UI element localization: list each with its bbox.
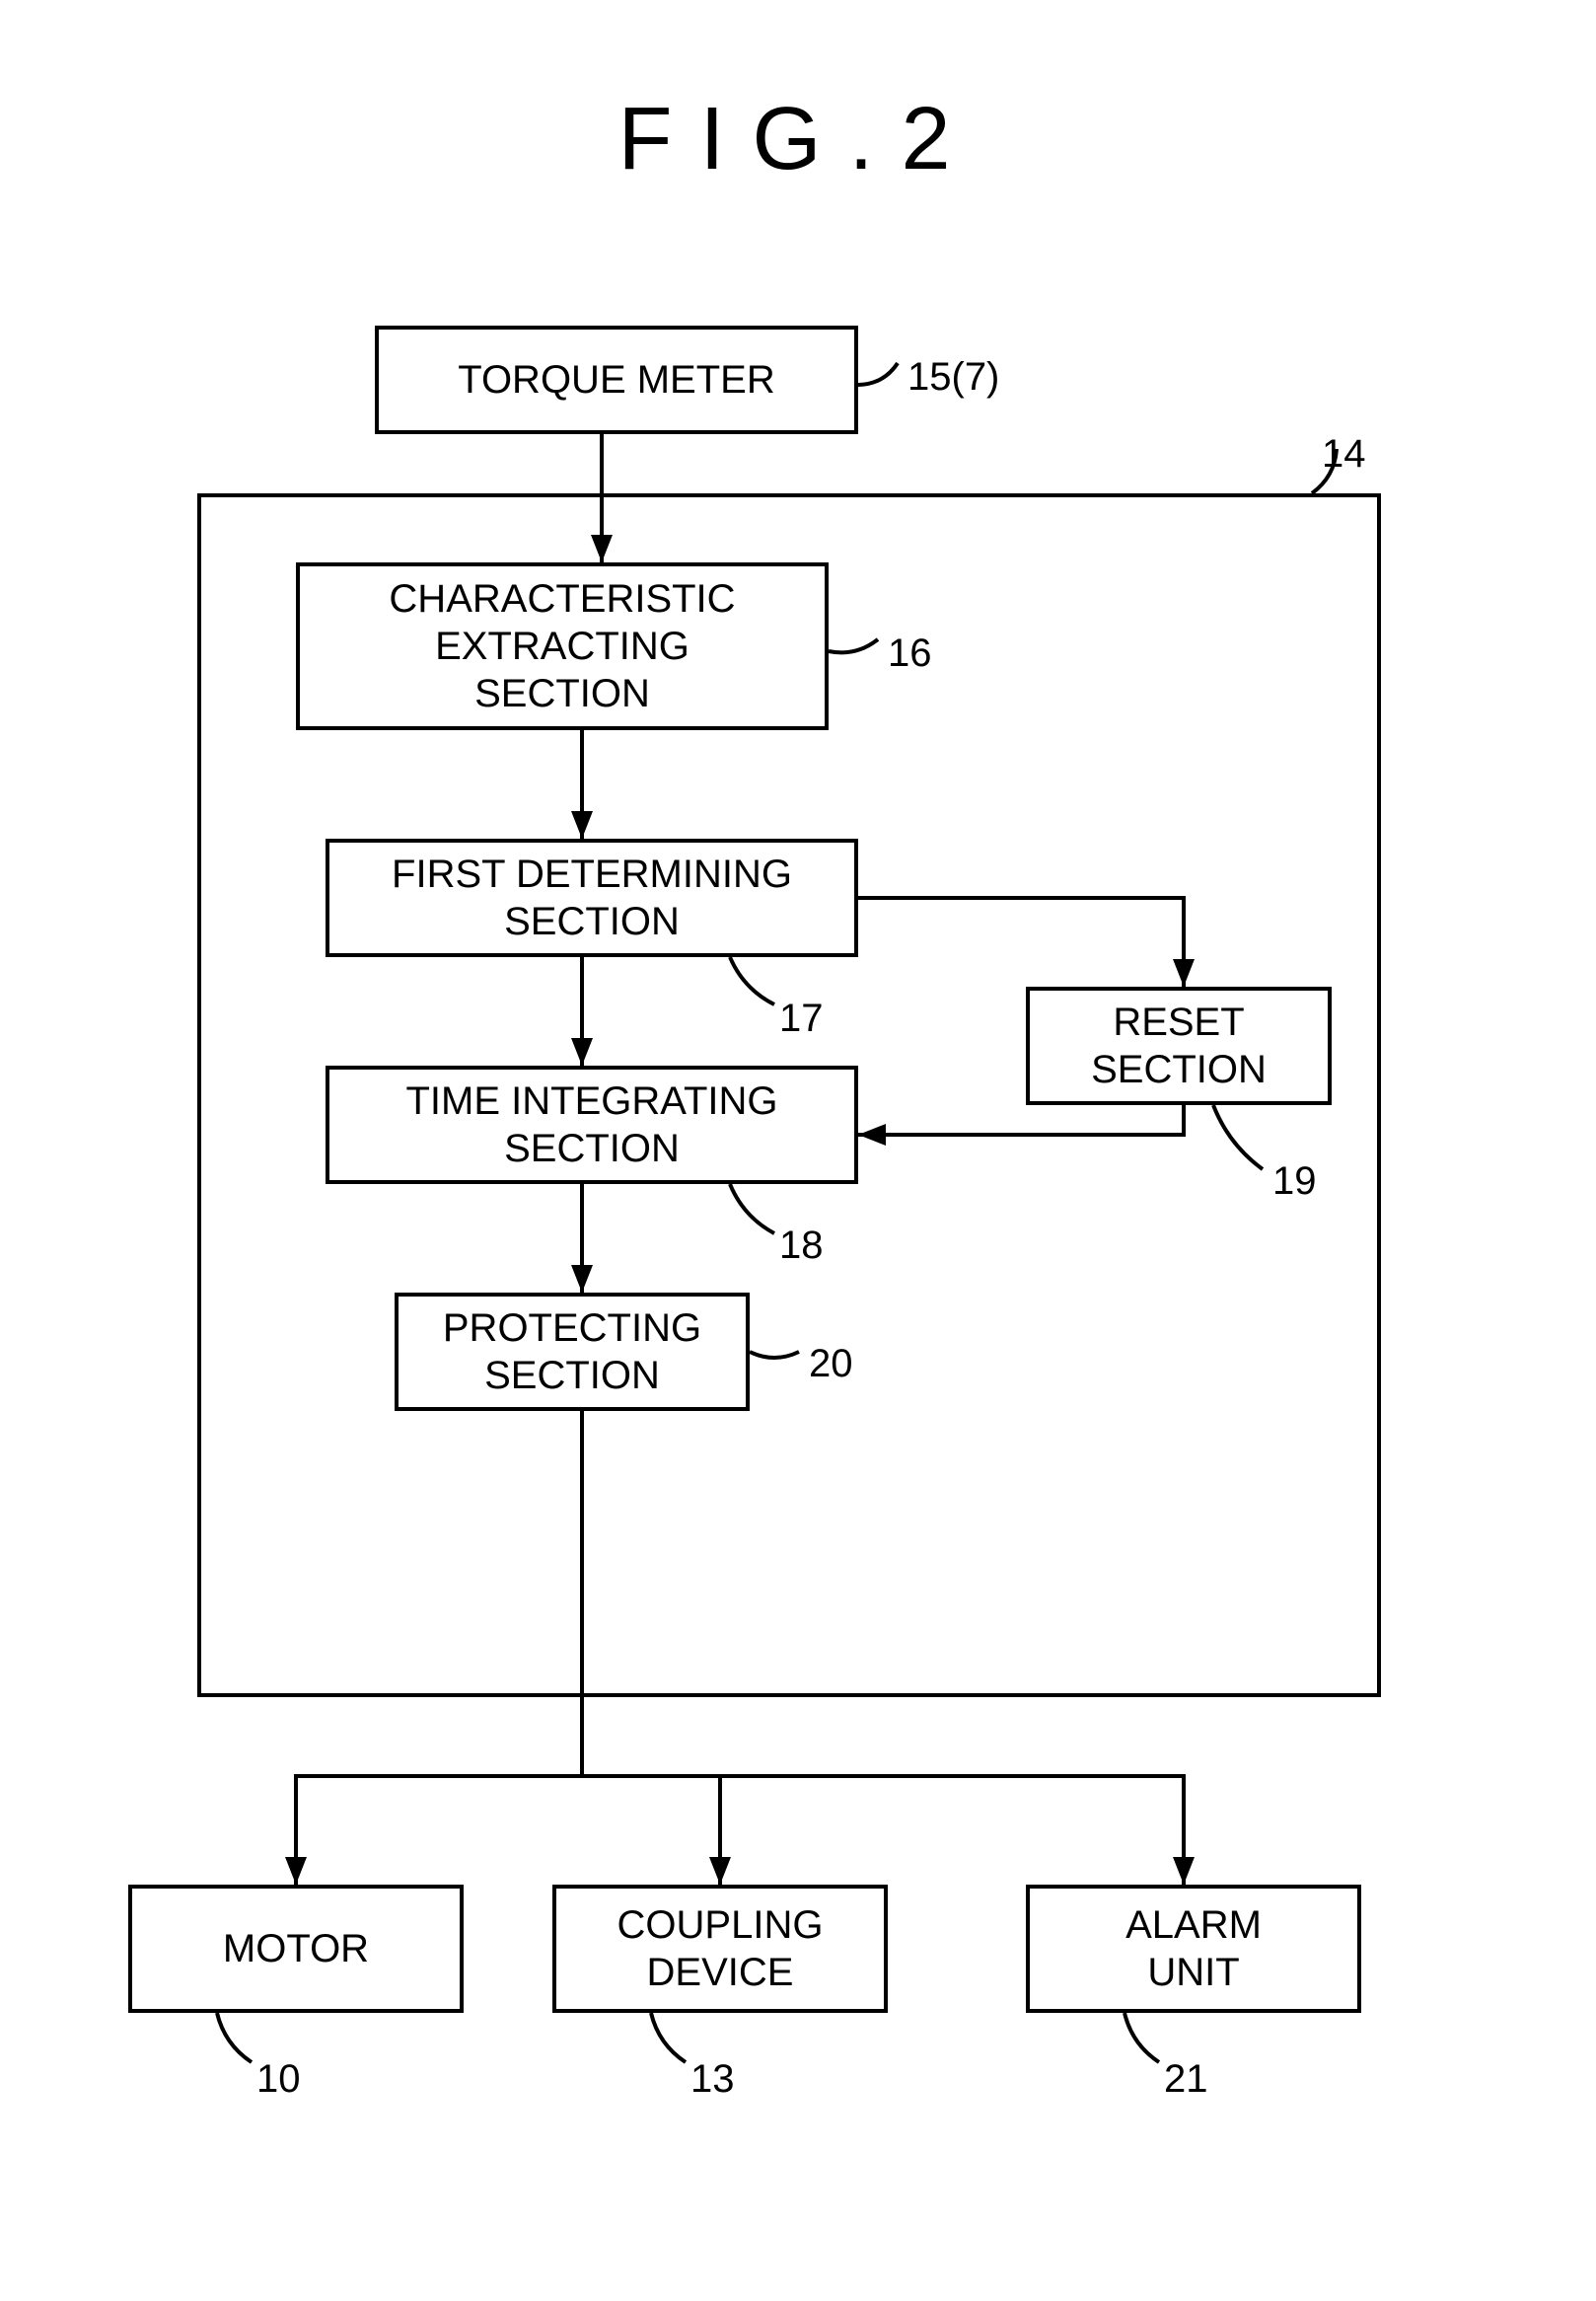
node-first-determining: FIRST DETERMININGSECTION: [326, 839, 858, 957]
node-protecting-section: PROTECTINGSECTION: [395, 1293, 750, 1411]
node-coupling-device: COUPLINGDEVICE: [552, 1885, 888, 2013]
node-label: RESETSECTION: [1091, 999, 1267, 1093]
node-motor: MOTOR: [128, 1885, 464, 2013]
node-label: TIME INTEGRATINGSECTION: [405, 1077, 777, 1172]
node-torque-meter: TORQUE METER: [375, 326, 858, 434]
ref-label-13: 13: [690, 2057, 735, 2102]
ref-label-15: 15(7): [907, 355, 999, 400]
node-label: MOTOR: [223, 1925, 369, 1972]
figure-title: FIG.2: [617, 89, 978, 190]
node-label: CHARACTERISTICEXTRACTINGSECTION: [389, 575, 735, 717]
node-label: FIRST DETERMININGSECTION: [392, 851, 792, 945]
node-characteristic-section: CHARACTERISTICEXTRACTINGSECTION: [296, 562, 829, 730]
ref-label-17: 17: [779, 997, 824, 1041]
ref-label-21: 21: [1164, 2057, 1208, 2102]
node-label: COUPLINGDEVICE: [617, 1901, 824, 1996]
ref-label-14: 14: [1322, 432, 1366, 477]
ref-label-10: 10: [256, 2057, 301, 2102]
node-time-integrating: TIME INTEGRATINGSECTION: [326, 1066, 858, 1184]
node-label: PROTECTINGSECTION: [443, 1304, 701, 1399]
node-label: ALARMUNIT: [1125, 1901, 1262, 1996]
node-reset-section: RESETSECTION: [1026, 987, 1332, 1105]
ref-label-19: 19: [1272, 1159, 1317, 1204]
ref-label-18: 18: [779, 1224, 824, 1268]
node-alarm-unit: ALARMUNIT: [1026, 1885, 1361, 2013]
ref-label-16: 16: [888, 631, 932, 676]
node-label: TORQUE METER: [458, 356, 775, 404]
ref-label-20: 20: [809, 1342, 853, 1386]
